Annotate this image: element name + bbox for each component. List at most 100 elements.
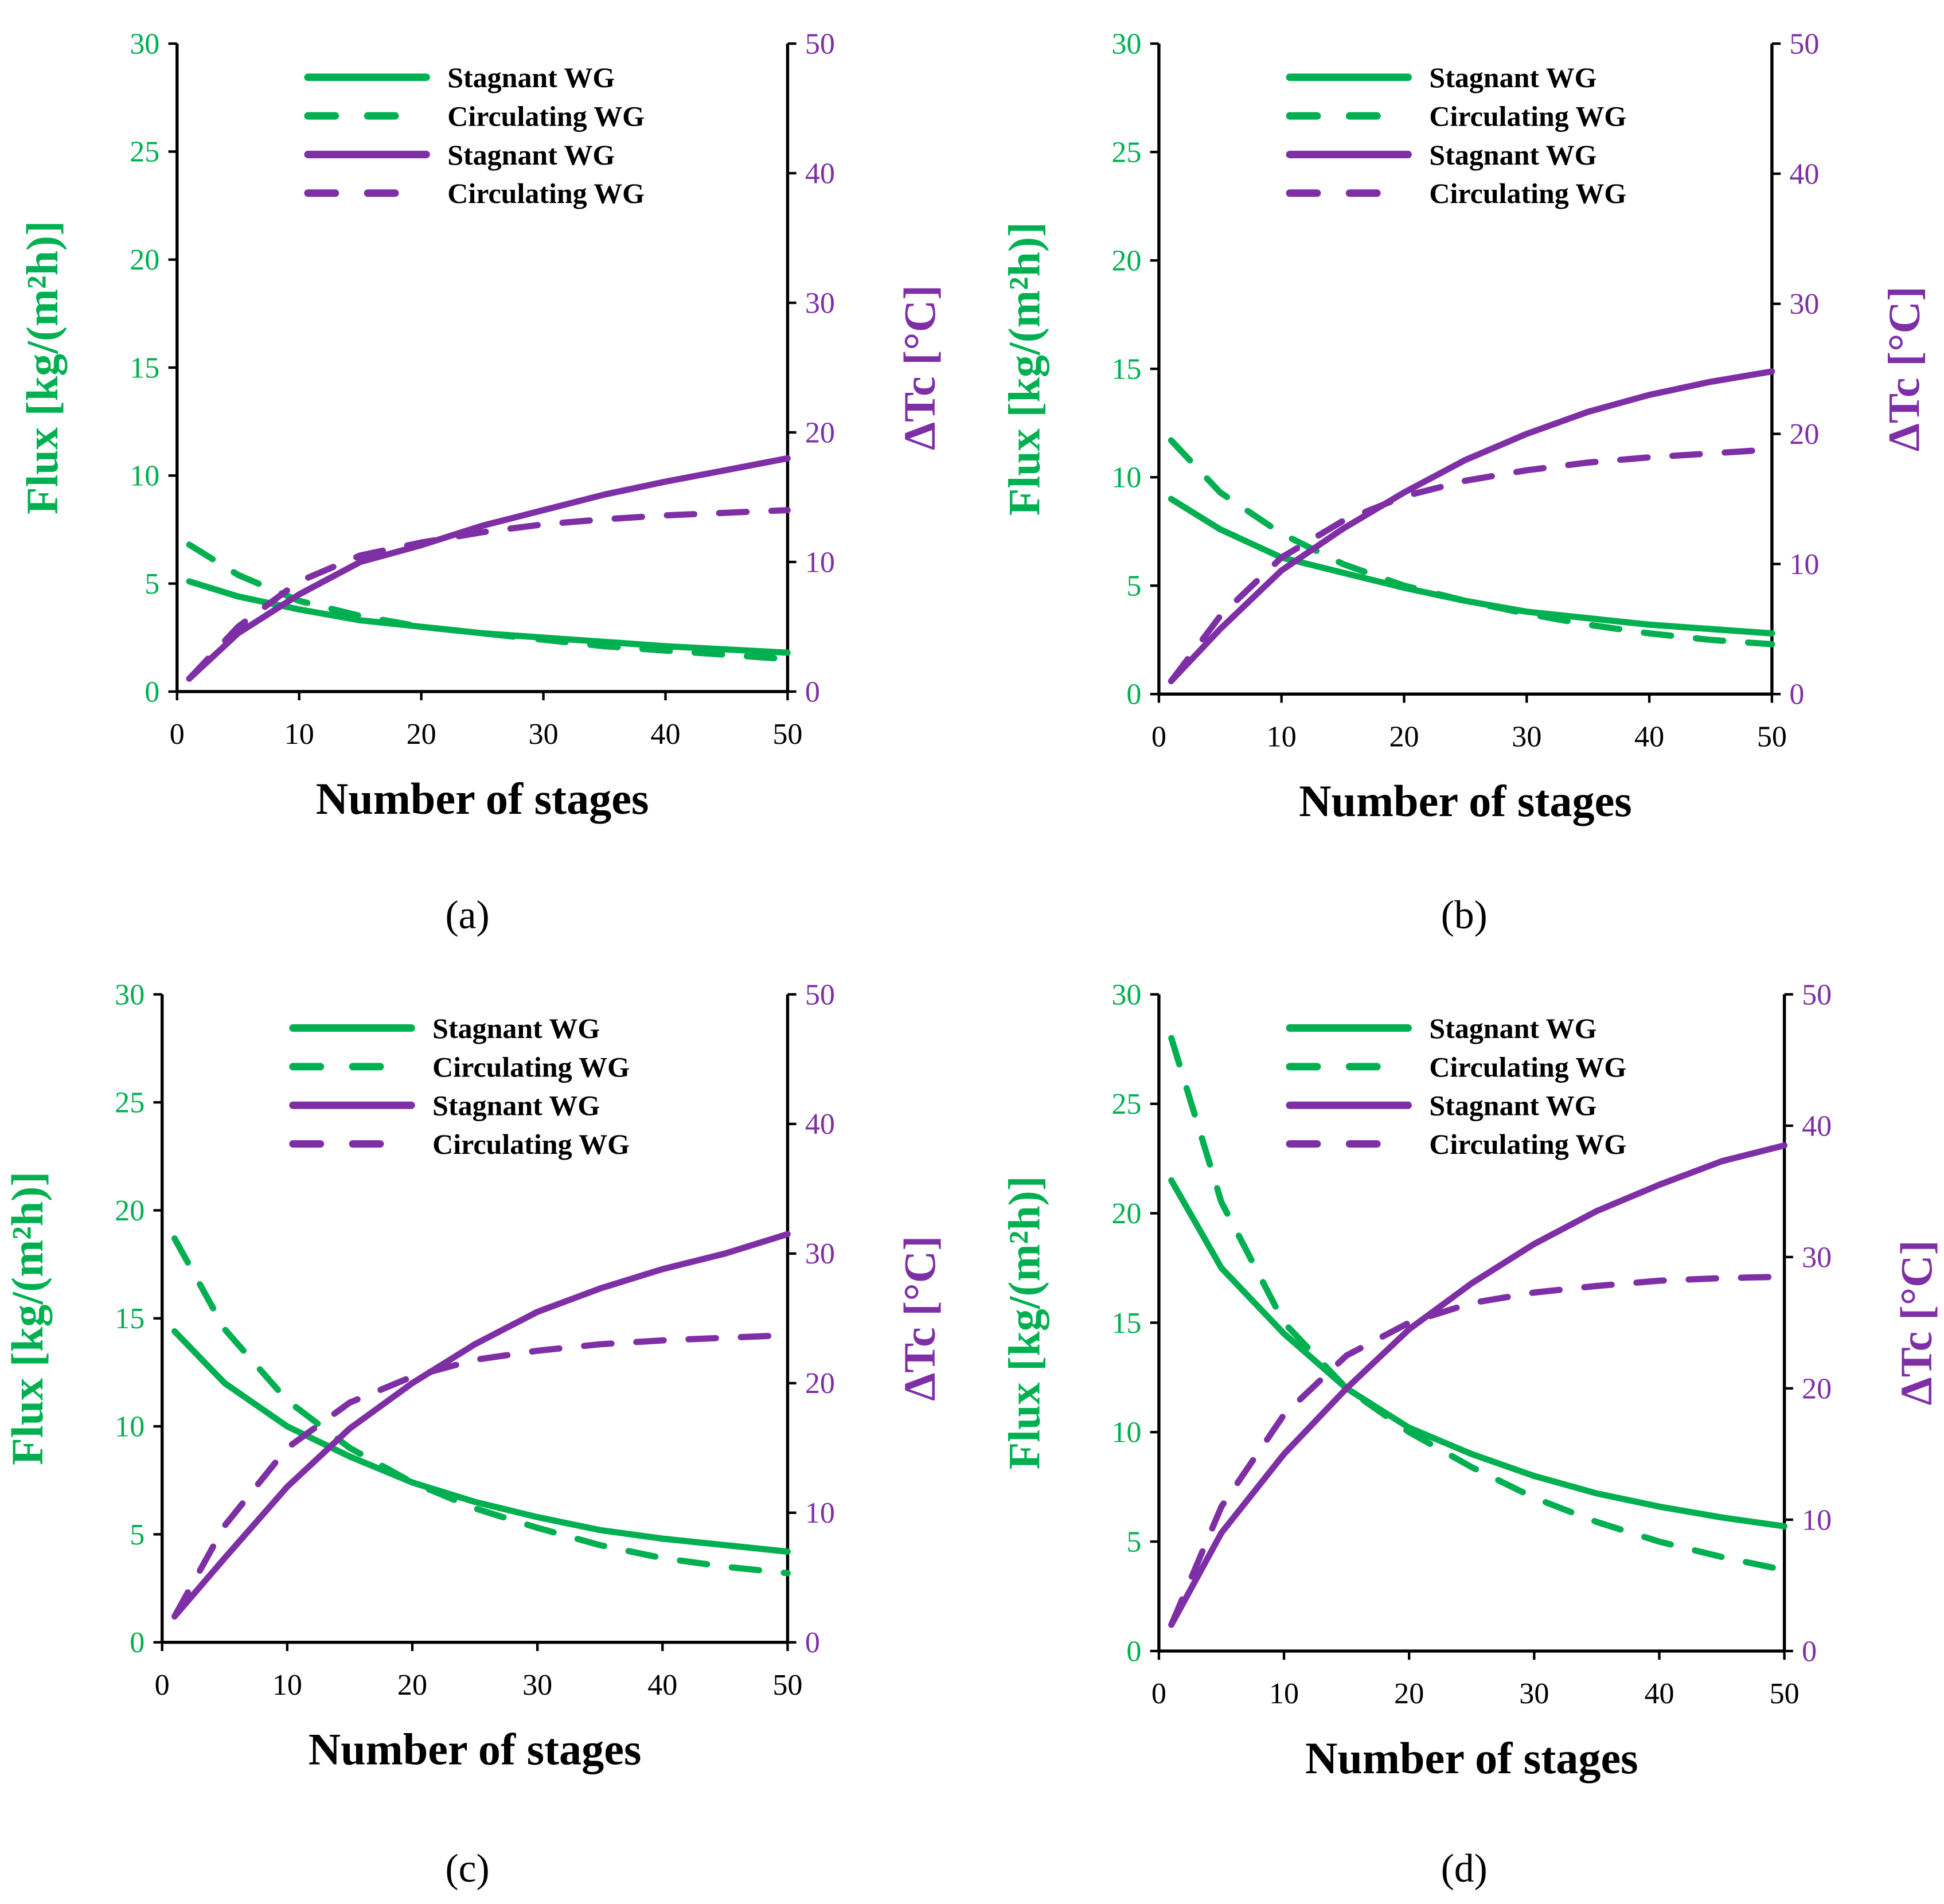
x-tick-label: 40 <box>1634 720 1664 753</box>
y-tick-label: 30 <box>1111 28 1141 60</box>
series-line-2 <box>1168 1142 1788 1628</box>
legend-label: Stagnant WG <box>447 61 615 93</box>
y2-tick-label: 40 <box>1802 1110 1832 1142</box>
legend-label: Stagnant WG <box>432 1012 600 1044</box>
y-tick-label: 10 <box>130 460 159 493</box>
y-tick-label: 5 <box>1126 570 1141 603</box>
y-tick-label: 0 <box>1126 1635 1141 1668</box>
x-tick-label: 40 <box>650 718 680 751</box>
y2-axis-title: ΔTc [°C] <box>895 285 944 450</box>
panel-label: (b) <box>1441 894 1488 938</box>
x-tick-label: 20 <box>407 718 436 751</box>
x-tick-label: 40 <box>1644 1677 1674 1710</box>
y-tick-label: 20 <box>115 1195 145 1227</box>
y2-tick-label: 50 <box>805 978 835 1011</box>
series-line-2 <box>1168 368 1775 685</box>
panel-label: (c) <box>445 1847 489 1891</box>
x-tick-label: 50 <box>772 718 802 751</box>
legend-label: Stagnant WG <box>1429 139 1596 171</box>
y-tick-label: 20 <box>1111 244 1141 277</box>
y2-axis-title: ΔTc [°C] <box>1879 286 1929 451</box>
y2-tick-label: 20 <box>805 416 835 449</box>
y-tick-label: 25 <box>130 136 159 169</box>
series-line-3 <box>171 1332 791 1620</box>
y2-tick-label: 30 <box>1802 1241 1832 1274</box>
series-line-3 <box>1168 446 1775 685</box>
y-axis-title: Flux [kg/(m²h)] <box>17 221 67 514</box>
x-tick-label: 0 <box>1151 720 1166 753</box>
y-tick-label: 5 <box>130 1519 145 1551</box>
y-tick-label: 25 <box>115 1087 145 1119</box>
y-tick-label: 10 <box>115 1410 145 1443</box>
legend-label: Stagnant WG <box>432 1090 600 1122</box>
y2-tick-label: 30 <box>805 1238 835 1270</box>
x-tick-label: 0 <box>170 718 185 751</box>
panel-label: (d) <box>1441 1847 1488 1891</box>
x-axis-title: Number of stages <box>316 774 649 824</box>
series-line-3 <box>1168 1273 1788 1628</box>
series-line-1 <box>1168 1035 1788 1574</box>
legend-label: Stagnant WG <box>1429 1090 1596 1122</box>
x-tick-label: 20 <box>1394 1677 1424 1710</box>
x-axis-title: Number of stages <box>1305 1733 1638 1783</box>
y2-axis-title: ΔTc [°C] <box>895 1236 944 1401</box>
x-tick-label: 0 <box>1151 1677 1166 1710</box>
y2-tick-label: 50 <box>1789 28 1819 60</box>
legend-label: Circulating WG <box>1429 1051 1626 1083</box>
y2-tick-label: 10 <box>805 1497 835 1530</box>
series-line-0 <box>1168 1177 1788 1530</box>
legend-label: Stagnant WG <box>1429 1012 1596 1044</box>
legend-label: Circulating WG <box>1429 177 1626 209</box>
y2-axis-title: ΔTc [°C] <box>1891 1240 1941 1405</box>
x-tick-label: 30 <box>522 1669 552 1702</box>
x-tick-label: 0 <box>155 1669 170 1702</box>
x-tick-label: 10 <box>1269 1677 1299 1710</box>
series-line-1 <box>171 1235 791 1577</box>
y2-tick-label: 50 <box>1802 978 1832 1011</box>
y-tick-label: 5 <box>145 568 159 600</box>
x-tick-label: 10 <box>284 718 314 751</box>
series-line-1 <box>186 541 791 662</box>
y2-tick-label: 0 <box>1789 678 1804 711</box>
y2-tick-label: 0 <box>1802 1635 1817 1668</box>
y-tick-label: 5 <box>1126 1525 1141 1558</box>
series-line-2 <box>171 1231 791 1620</box>
series-line-2 <box>186 455 791 682</box>
legend-label: Circulating WG <box>447 177 645 209</box>
series-line-1 <box>1168 437 1775 647</box>
x-tick-label: 10 <box>1267 720 1297 753</box>
y-axis-title: Flux [kg/(m²h)] <box>2 1172 52 1465</box>
y-tick-label: 25 <box>1111 1088 1141 1121</box>
x-tick-label: 50 <box>1770 1677 1799 1710</box>
y-tick-label: 30 <box>115 978 145 1011</box>
x-axis-title: Number of stages <box>1299 776 1632 826</box>
y-tick-label: 0 <box>130 1626 145 1659</box>
y2-tick-label: 20 <box>1789 418 1819 451</box>
series-line-0 <box>171 1328 791 1555</box>
y2-tick-label: 30 <box>805 287 835 319</box>
x-tick-label: 20 <box>1389 720 1419 753</box>
x-tick-label: 30 <box>529 718 559 751</box>
x-tick-label: 20 <box>397 1669 427 1702</box>
chart-panel-c: 0 10 20 30 40 5005101520253001020304050Number… <box>2 978 944 1891</box>
x-tick-label: 50 <box>1757 720 1787 753</box>
y2-tick-label: 30 <box>1789 288 1819 321</box>
y-tick-label: 20 <box>1111 1197 1141 1230</box>
legend-label: Circulating WG <box>1429 1128 1626 1160</box>
series-line-3 <box>186 507 791 682</box>
chart-panel-b: 0 10 20 30 40 5005101520253001020304050Number… <box>999 28 1929 937</box>
y2-tick-label: 20 <box>1802 1372 1832 1405</box>
y-tick-label: 25 <box>1111 136 1141 169</box>
y2-tick-label: 40 <box>805 1108 835 1141</box>
x-tick-label: 10 <box>272 1669 302 1702</box>
y-tick-label: 20 <box>130 244 159 276</box>
y2-tick-label: 40 <box>1789 158 1819 190</box>
chart-panel-a: 0 10 20 30 40 5005101520253001020304050Number… <box>17 28 944 937</box>
x-tick-label: 40 <box>647 1669 677 1702</box>
legend-label: Circulating WG <box>447 100 645 132</box>
y2-tick-label: 10 <box>805 546 835 579</box>
y2-tick-label: 0 <box>805 676 820 708</box>
y-tick-label: 10 <box>1111 462 1141 494</box>
panel-label: (a) <box>445 894 489 938</box>
